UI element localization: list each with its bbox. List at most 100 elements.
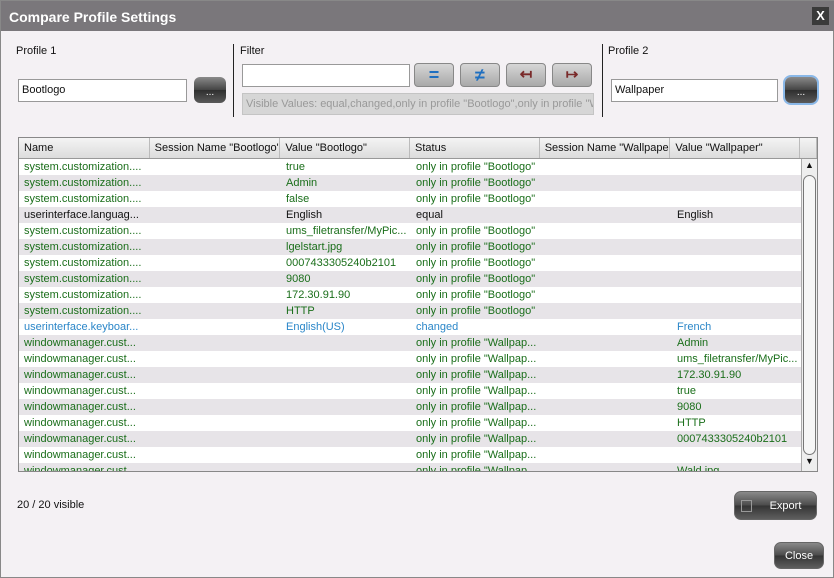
filter-input[interactable] (242, 64, 410, 87)
cell-value2 (672, 287, 802, 303)
cell-session2 (541, 399, 672, 415)
table-row[interactable]: windowmanager.cust... only in profile "Wa… (19, 351, 817, 367)
cell-session2 (541, 303, 672, 319)
cell-status: only in profile "Wallpap... (416, 433, 537, 445)
table-row[interactable]: system.customization.... HTTP only in prof… (19, 303, 817, 319)
cell-value2 (672, 255, 802, 271)
table-row[interactable]: windowmanager.cust... only in profile "Wa… (19, 463, 817, 472)
close-icon[interactable]: X (812, 7, 829, 25)
cell-session2 (541, 239, 672, 255)
cell-value2 (672, 447, 802, 463)
cell-session1 (150, 303, 281, 319)
cell-value2: ums_filetransfer/MyPic... (677, 353, 798, 365)
column-header-value1[interactable]: Value "Bootlogo" (280, 138, 411, 158)
cell-value2 (672, 271, 802, 287)
filter-equal-button[interactable]: = (414, 63, 454, 87)
cell-value1 (281, 367, 411, 383)
cell-value1 (281, 447, 411, 463)
column-header-status[interactable]: Status (410, 138, 540, 158)
cell-session1 (150, 399, 281, 415)
scroll-up-icon[interactable]: ▲ (805, 160, 814, 170)
cell-name: windowmanager.cust... (24, 337, 136, 349)
column-header-name[interactable]: Name (19, 138, 150, 158)
column-header-session2[interactable]: Session Name "Wallpaper" (540, 138, 671, 158)
cell-status: only in profile "Wallpap... (416, 449, 537, 461)
cell-session2 (541, 463, 672, 471)
title-bar: Compare Profile Settings X (1, 1, 834, 31)
cell-name: windowmanager.cust... (24, 369, 136, 381)
scroll-down-icon[interactable]: ▼ (805, 456, 814, 466)
vertical-scrollbar[interactable]: ▲ ▼ (801, 159, 817, 471)
column-header-session1[interactable]: Session Name "Bootlogo" (150, 138, 281, 158)
cell-session2 (541, 383, 672, 399)
cell-status: only in profile "Wallpap... (416, 353, 537, 365)
cell-session1 (150, 383, 281, 399)
filter-only-left-button[interactable]: ↤ (506, 63, 546, 87)
cell-status: only in profile "Bootlogo" (416, 177, 536, 189)
table-row[interactable]: windowmanager.cust... only in profile "Wa… (19, 415, 817, 431)
cell-name: system.customization.... (24, 257, 142, 269)
cell-value1: true (286, 161, 305, 173)
cell-value1: English (286, 209, 323, 221)
visible-count: 20 / 20 visible (17, 499, 85, 511)
cell-value1: HTTP (286, 305, 315, 317)
profile2-field[interactable]: Wallpaper (611, 79, 778, 102)
cell-session2 (541, 159, 672, 175)
profile1-label: Profile 1 (16, 45, 57, 57)
cell-status: only in profile "Wallpap... (416, 465, 537, 472)
filter-only-right-button[interactable]: ↦ (552, 63, 592, 87)
table-row[interactable]: userinterface.languag... English equal Engl… (19, 207, 817, 223)
table-row[interactable]: system.customization.... 172.30.91.90 only… (19, 287, 817, 303)
cell-session2 (541, 335, 672, 351)
column-header-value2[interactable]: Value "Wallpaper" (670, 138, 801, 158)
table-row[interactable]: system.customization.... false only in pro… (19, 191, 817, 207)
filter-changed-button[interactable]: ≠ (460, 63, 500, 87)
cell-value1: 0007433305240b2101 (286, 257, 397, 269)
cell-name: userinterface.languag... (24, 209, 139, 221)
table-row[interactable]: system.customization.... Admin only in pro… (19, 175, 817, 191)
table-row[interactable]: windowmanager.cust... only in profile "Wa… (19, 431, 817, 447)
export-label: Export (769, 500, 802, 512)
cell-status: only in profile "Bootlogo" (416, 273, 536, 285)
cell-status: changed (416, 321, 459, 333)
export-button[interactable]: Export (734, 491, 817, 520)
export-icon (741, 500, 752, 512)
divider (602, 44, 603, 117)
table-row[interactable]: windowmanager.cust... only in profile "Wa… (19, 383, 817, 399)
cell-session1 (150, 335, 281, 351)
cell-name: system.customization.... (24, 305, 142, 317)
table-row[interactable]: system.customization.... 9080 only in prof… (19, 271, 817, 287)
close-button[interactable]: Close (774, 542, 824, 569)
profile2-browse-button[interactable]: ... (785, 77, 817, 103)
cell-session1 (150, 175, 281, 191)
table-row[interactable]: userinterface.keyboar... English(US) chang… (19, 319, 817, 335)
cell-status: equal (416, 209, 443, 221)
cell-session1 (150, 319, 281, 335)
cell-value2 (672, 159, 802, 175)
cell-status: only in profile "Bootlogo" (416, 257, 536, 269)
cell-name: windowmanager.cust... (24, 465, 136, 472)
window-title: Compare Profile Settings (9, 9, 177, 25)
table-row[interactable]: system.customization.... lgelstart.jpg onl… (19, 239, 817, 255)
column-header-filler (800, 138, 817, 158)
table-row[interactable]: system.customization.... 0007433305240b21… (19, 255, 817, 271)
cell-name: system.customization.... (24, 241, 142, 253)
table-row[interactable]: windowmanager.cust... only in profile "Wa… (19, 335, 817, 351)
table-header: Name Session Name "Bootlogo" Value "Boot… (19, 138, 817, 159)
table-row[interactable]: system.customization.... ums_filetransfer… (19, 223, 817, 239)
cell-value1 (281, 335, 411, 351)
cell-status: only in profile "Bootlogo" (416, 161, 536, 173)
cell-value2 (672, 175, 802, 191)
table-row[interactable]: windowmanager.cust... only in profile "Wa… (19, 399, 817, 415)
table-row[interactable]: system.customization.... true only in prof… (19, 159, 817, 175)
divider (233, 44, 234, 117)
table-row[interactable]: windowmanager.cust... only in profile "Wa… (19, 367, 817, 383)
scrollbar-thumb[interactable] (803, 175, 816, 455)
cell-value2 (672, 223, 802, 239)
table-row[interactable]: windowmanager.cust... only in profile "Wa… (19, 447, 817, 463)
cell-status: only in profile "Bootlogo" (416, 289, 536, 301)
cell-status: only in profile "Wallpap... (416, 385, 537, 397)
profile1-field[interactable]: Bootlogo (18, 79, 187, 102)
profile1-browse-button[interactable]: ... (194, 77, 226, 103)
cell-session2 (541, 447, 672, 463)
